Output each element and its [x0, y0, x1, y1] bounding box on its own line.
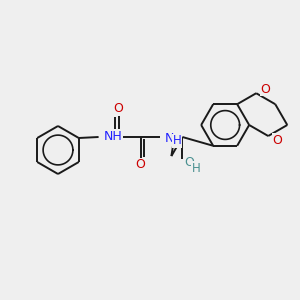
Text: H: H — [191, 161, 200, 175]
Text: N: N — [164, 131, 174, 145]
Text: O: O — [184, 155, 194, 169]
Text: O: O — [260, 83, 270, 96]
Text: O: O — [272, 134, 282, 146]
Text: O: O — [136, 158, 146, 172]
Text: NH: NH — [103, 130, 122, 142]
Text: O: O — [114, 103, 124, 116]
Text: H: H — [172, 134, 181, 148]
